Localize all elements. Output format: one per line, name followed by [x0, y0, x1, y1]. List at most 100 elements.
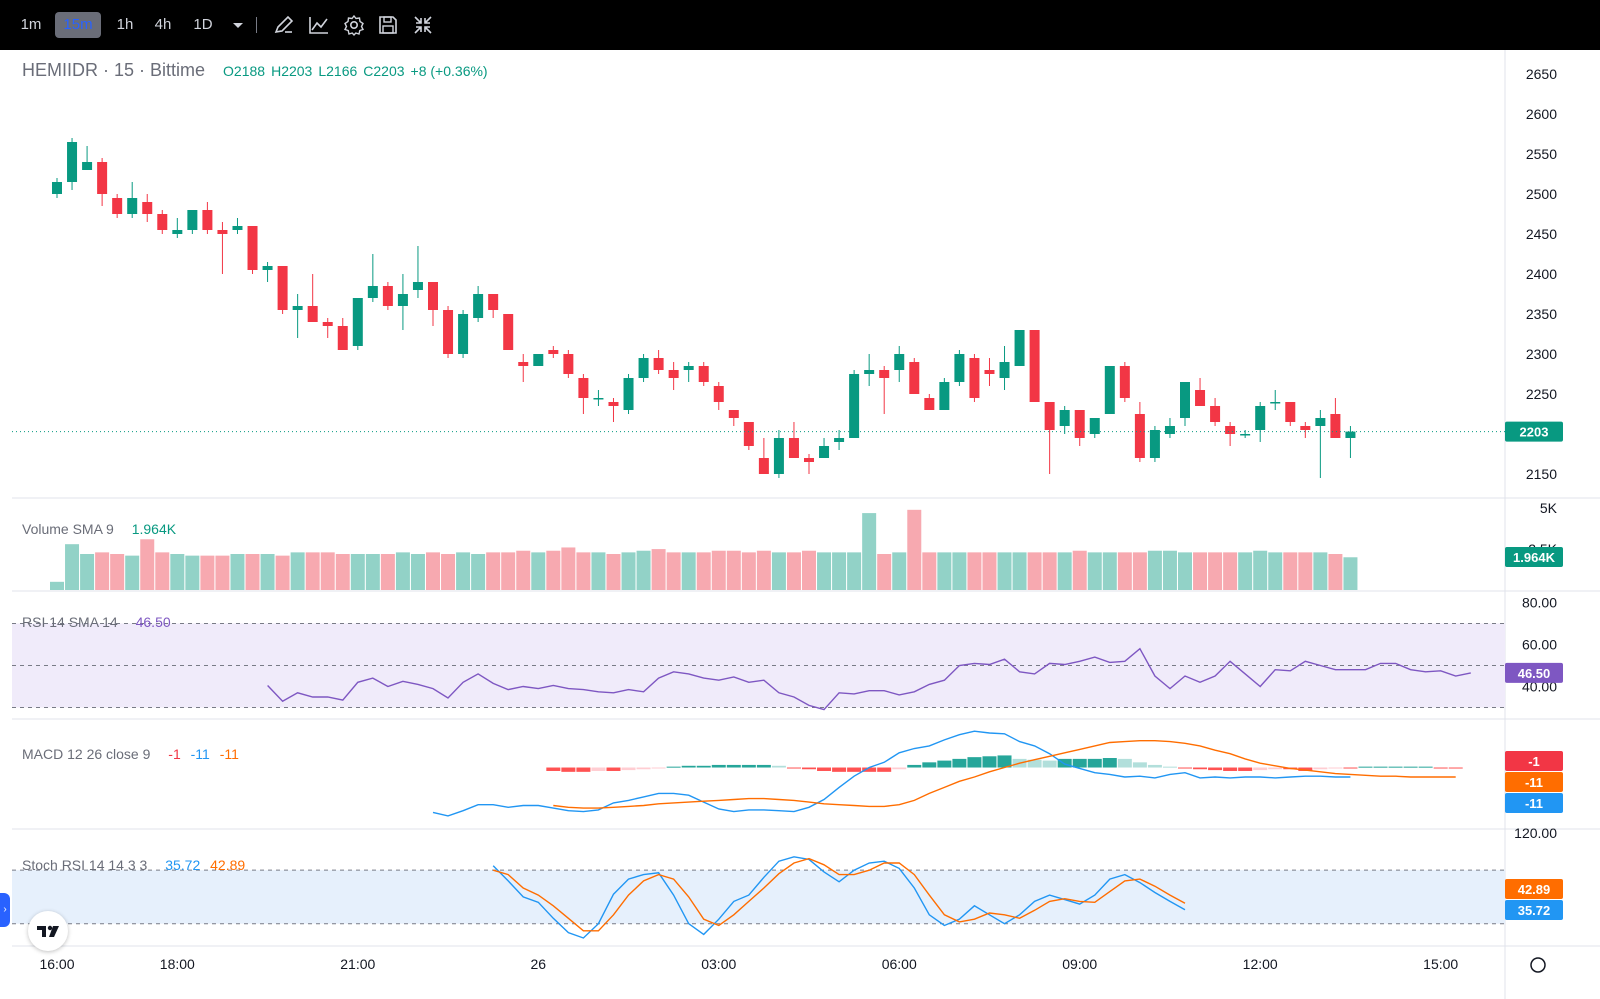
candle-body [879, 370, 890, 378]
volume-bar [215, 555, 230, 590]
volume-bar [1268, 552, 1283, 590]
candle-body [142, 202, 153, 214]
macd-histogram-bar [621, 767, 636, 771]
macd-histogram-bar [967, 757, 982, 768]
volume-bar [185, 555, 200, 590]
candle-body [232, 226, 243, 230]
price-tick-label-7: 2300 [1526, 346, 1557, 362]
candle-body [788, 438, 799, 458]
macd-histogram-bar [1193, 767, 1208, 770]
macd-histogram-bar [1042, 760, 1057, 768]
tradingview-logo[interactable] [28, 911, 68, 951]
time-tick-label-2: 21:00 [340, 956, 375, 972]
interval-4h-button[interactable]: 4h [154, 16, 172, 33]
volume-bar [441, 554, 456, 590]
drawing-icon[interactable] [272, 13, 296, 37]
volume-bar [50, 581, 64, 590]
macd-signal-label: -11 [1525, 775, 1543, 790]
rsi-legend-label[interactable]: RSI 14 SMA 14 [22, 614, 118, 630]
volume-bar [817, 552, 832, 590]
macd-legend-signal: -11 [219, 746, 239, 762]
volume-bar [140, 539, 155, 590]
top-toolbar: 1m 15m 1h 4h 1D [0, 0, 1600, 50]
macd-legend-label[interactable]: MACD 12 26 close 9 [22, 746, 151, 762]
ohlc-close: C2203 [363, 63, 405, 79]
macd-histogram-bar [726, 764, 741, 768]
volume-bar [1027, 552, 1042, 590]
volume-bar [576, 552, 591, 590]
volume-bar [907, 509, 922, 590]
chart-settings-icon[interactable] [1530, 957, 1546, 973]
interval-1d-button[interactable]: 1D [193, 16, 213, 33]
candle-body [322, 322, 333, 326]
volume-bar [1117, 552, 1132, 590]
time-tick-label-4: 03:00 [701, 956, 736, 972]
price-tick-label-8: 2250 [1526, 386, 1557, 402]
expand-panel-arrow-icon[interactable]: › [0, 893, 10, 927]
macd-histogram-bar [1433, 767, 1448, 769]
candle-body [894, 354, 905, 370]
volume-bar [380, 554, 395, 590]
candle-body [593, 398, 604, 400]
volume-legend-label[interactable]: Volume SMA 9 [22, 521, 114, 537]
candle-body [1089, 418, 1100, 434]
interval-15m-button[interactable]: 15m [55, 12, 101, 38]
interval-1h-button[interactable]: 1h [116, 16, 134, 33]
candle-body [578, 378, 589, 398]
candle-body [1074, 410, 1085, 438]
macd-histogram-bar [997, 755, 1012, 768]
volume-bar [862, 513, 877, 590]
macd-hist-label-bg [1505, 751, 1563, 771]
stoch-d-label-bg [1505, 879, 1563, 899]
volume-bar [1102, 552, 1117, 590]
candle-body [1044, 402, 1055, 430]
macd-histogram-bar [606, 767, 621, 771]
volume-bar [320, 552, 335, 590]
chevron-down-icon[interactable] [226, 13, 250, 37]
ohlc-low: L2166 [318, 63, 358, 79]
volume-bar [426, 552, 440, 590]
candle-body [1315, 418, 1326, 426]
candle-body [157, 214, 168, 230]
volume-bar [155, 552, 170, 590]
macd-histogram-bar [741, 764, 756, 768]
symbol-legend: HEMIIDR · 15 · Bittime O2188 H2203 L2166 C22… [22, 60, 500, 81]
ohlc-open: O2188 [223, 63, 266, 79]
macd-histogram-bar [561, 767, 576, 772]
macd-histogram-bar [817, 767, 832, 771]
price-tick-label-5: 2400 [1526, 266, 1557, 282]
save-icon[interactable] [376, 13, 400, 37]
last-price-label-bg [1505, 421, 1563, 442]
macd-histogram-bar [1358, 766, 1373, 768]
stoch-legend-d: 42.89 [210, 857, 246, 873]
volume-bar [1238, 552, 1253, 590]
settings-icon[interactable] [342, 13, 366, 37]
price-tick-label-2: 2550 [1526, 146, 1557, 162]
price-tick-label-1: 2600 [1526, 106, 1557, 122]
candle-body [804, 458, 814, 462]
time-tick-label-1: 18:00 [160, 956, 195, 972]
macd-histogram-bar [1057, 758, 1072, 768]
rsi-last-label: 46.50 [1518, 666, 1551, 681]
chart-canvas[interactable]: 2650 2600 2550 2500 2450 2400 2350 2300 2250 2150… [0, 50, 1600, 999]
macd-histogram-bar [937, 760, 952, 768]
volume-bar [832, 552, 847, 590]
symbol-title[interactable]: HEMIIDR · 15 · Bittime [22, 60, 206, 80]
candle-body [382, 286, 393, 306]
macd-histogram-bar [681, 765, 696, 768]
interval-1m-button[interactable]: 1m [20, 16, 42, 33]
candle-body [307, 306, 318, 322]
volume-bar [275, 555, 290, 590]
fullscreen-icon[interactable] [411, 13, 435, 37]
indicators-icon[interactable] [307, 13, 331, 37]
volume-bar [1057, 552, 1072, 590]
candle-body [1014, 330, 1025, 366]
macd-histogram-bar [1223, 767, 1238, 771]
macd-line [432, 730, 1351, 817]
stoch-legend-label[interactable]: Stoch RSI 14 14 3 3 [22, 857, 148, 873]
time-tick-label-7: 12:00 [1243, 956, 1278, 972]
candle-body [969, 358, 980, 398]
volume-bar [1253, 550, 1268, 590]
time-tick-label-3: 26 [530, 956, 546, 972]
candle-body [638, 358, 649, 378]
